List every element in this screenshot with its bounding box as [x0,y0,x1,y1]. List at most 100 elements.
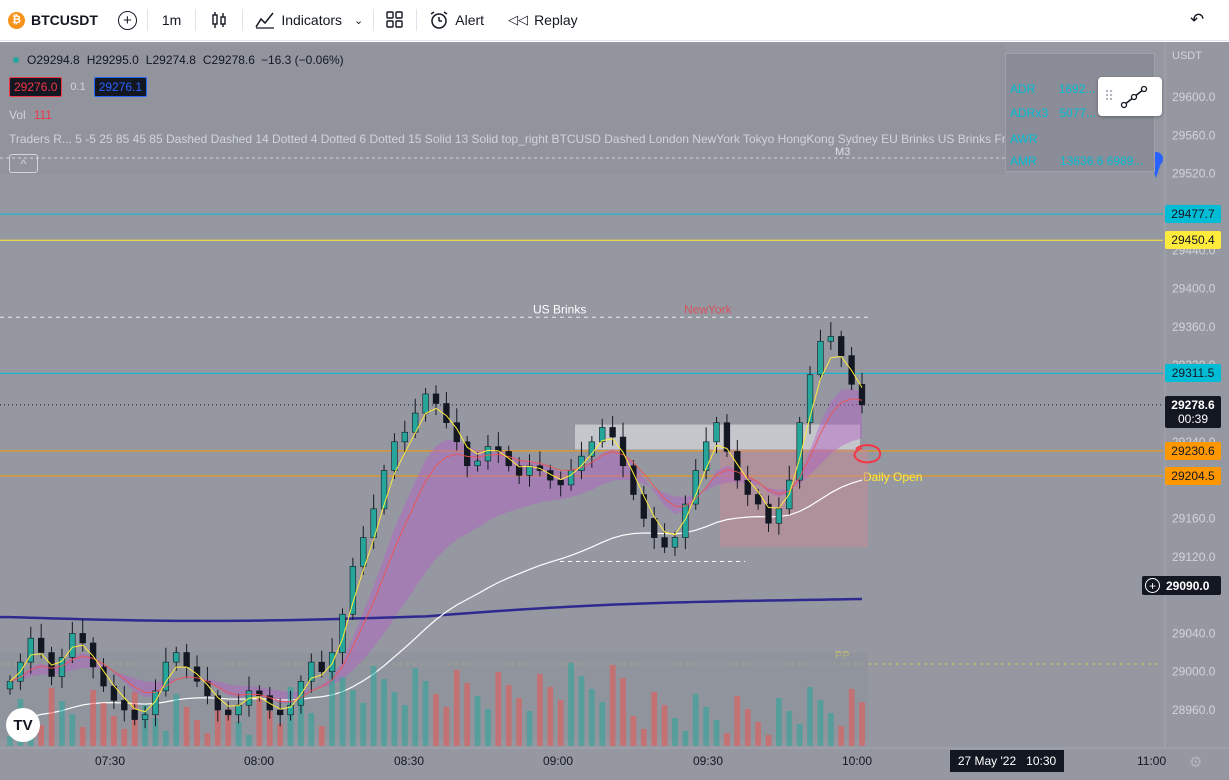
candle-body [360,537,367,567]
m3-label: M3 [835,146,850,158]
candle-body [256,690,263,696]
volume-bar [277,724,284,746]
candle-body [713,422,720,443]
ohlc-change: −16.3 (−0.06%) [260,53,344,67]
price-tick: 28960.0 [1172,703,1216,717]
undo-button[interactable]: ↶ [1180,0,1214,41]
tradingview-logo[interactable]: TV [6,708,40,742]
replay-button[interactable]: ◁◁ Replay [494,0,588,41]
symbol-search[interactable]: ₿ BTCUSDT [0,0,108,41]
undo-icon: ↶ [1190,10,1205,29]
drag-handle-icon[interactable]: ⠿ [1104,88,1114,104]
drawn-circle-annotation [853,444,882,464]
price-tick: 29600.0 [1172,90,1216,104]
volume-bar [401,705,408,746]
volume-bar [183,707,190,746]
chart-type-button[interactable] [196,0,242,41]
layouts-button[interactable] [374,0,416,41]
volume-bar [599,702,606,746]
volume-bar [776,698,782,746]
ema200-line [9,597,863,623]
volume-bar [734,696,741,746]
candle-body [162,661,170,692]
volume-bar [194,720,200,746]
volume-bar [339,677,346,746]
volume-bar [246,735,252,746]
market-open-dot [13,57,19,63]
awr-label: AWR [1010,132,1038,146]
volume-bar [225,709,232,746]
volume-bar [578,676,585,746]
ask-price[interactable]: 29276.1 [93,77,148,97]
volume-bar [173,694,180,746]
interval-button[interactable]: 1m [148,0,195,41]
chevron-down-icon[interactable]: ⌄ [354,14,364,27]
volume-bar [495,672,502,746]
volume-bar [703,707,710,746]
candle-body [214,695,221,711]
candle-body [796,422,803,481]
candle-body [422,393,429,414]
candle-body [765,503,772,524]
tradingview-logo-icon: TV [13,716,33,734]
candle-body [173,652,180,663]
time-tick: 11:00 [1137,754,1166,768]
candle-body [515,465,523,476]
candle-body [328,652,336,672]
candle-body [858,384,866,406]
candle-body [183,652,190,668]
collapse-legend-button[interactable]: ^ [9,154,38,173]
candle-body [484,446,492,462]
crosshair-time: 10:30 [1026,754,1057,768]
candle-body [100,666,107,687]
candle-body [349,566,357,615]
trend-line-icon[interactable] [1120,85,1148,109]
candle-body [734,451,741,481]
floating-drawing-toolbar[interactable]: ⠿ [1098,77,1162,116]
volume-bar [391,692,398,746]
candle-body [391,441,398,471]
indicator-settings-line[interactable]: Traders R... 5 -5 25 85 45 85 Dashed Das… [9,132,1092,146]
volume-bar [817,700,824,746]
us-brinks-label: US Brinks [533,302,586,316]
candle-body [287,704,294,716]
indicators-button[interactable]: Indicators ⌄ [243,0,373,41]
candle-body [838,336,845,356]
candle-body [702,441,710,471]
candle-body [276,709,284,716]
adrx3-value: 5077... [1059,106,1097,120]
volume-bar [162,731,169,746]
volume-bar [350,690,356,746]
volume-bar [79,727,86,746]
ohlc-close: 29278.6 [211,53,255,67]
volume-bar [308,713,315,746]
candle-body [453,422,460,443]
volume-bar [266,711,273,746]
volume-bar [318,726,325,746]
time-tick: 08:30 [394,754,424,768]
alert-button[interactable]: Alert [417,0,494,41]
volume-bar [235,722,242,746]
ema-white-line [9,479,863,724]
candle-body [432,393,440,404]
indicators-icon [255,12,275,29]
compare-button[interactable]: + [108,0,147,41]
volume-bar [672,718,678,746]
volume-bar [807,687,813,746]
ema-cloud [10,388,862,704]
volume-bar [38,725,45,746]
volume-bar [640,729,647,746]
volume-bar [526,711,533,746]
candle-body [131,709,138,720]
price-axis-label: 29477.7 [1165,205,1221,224]
candle-body [474,460,481,467]
settings-gear-icon: ⚙ [1189,754,1202,771]
time-tick: 09:00 [543,754,573,768]
symbol-label: BTCUSDT [31,12,98,28]
bid-price[interactable]: 29276.0 [9,77,63,97]
volume-bar [453,670,460,746]
newyork-label: NewYork [684,302,733,316]
add-alert-plus-icon[interactable]: + [1145,578,1160,593]
volume-bar [620,678,626,746]
candle-body [827,336,834,342]
